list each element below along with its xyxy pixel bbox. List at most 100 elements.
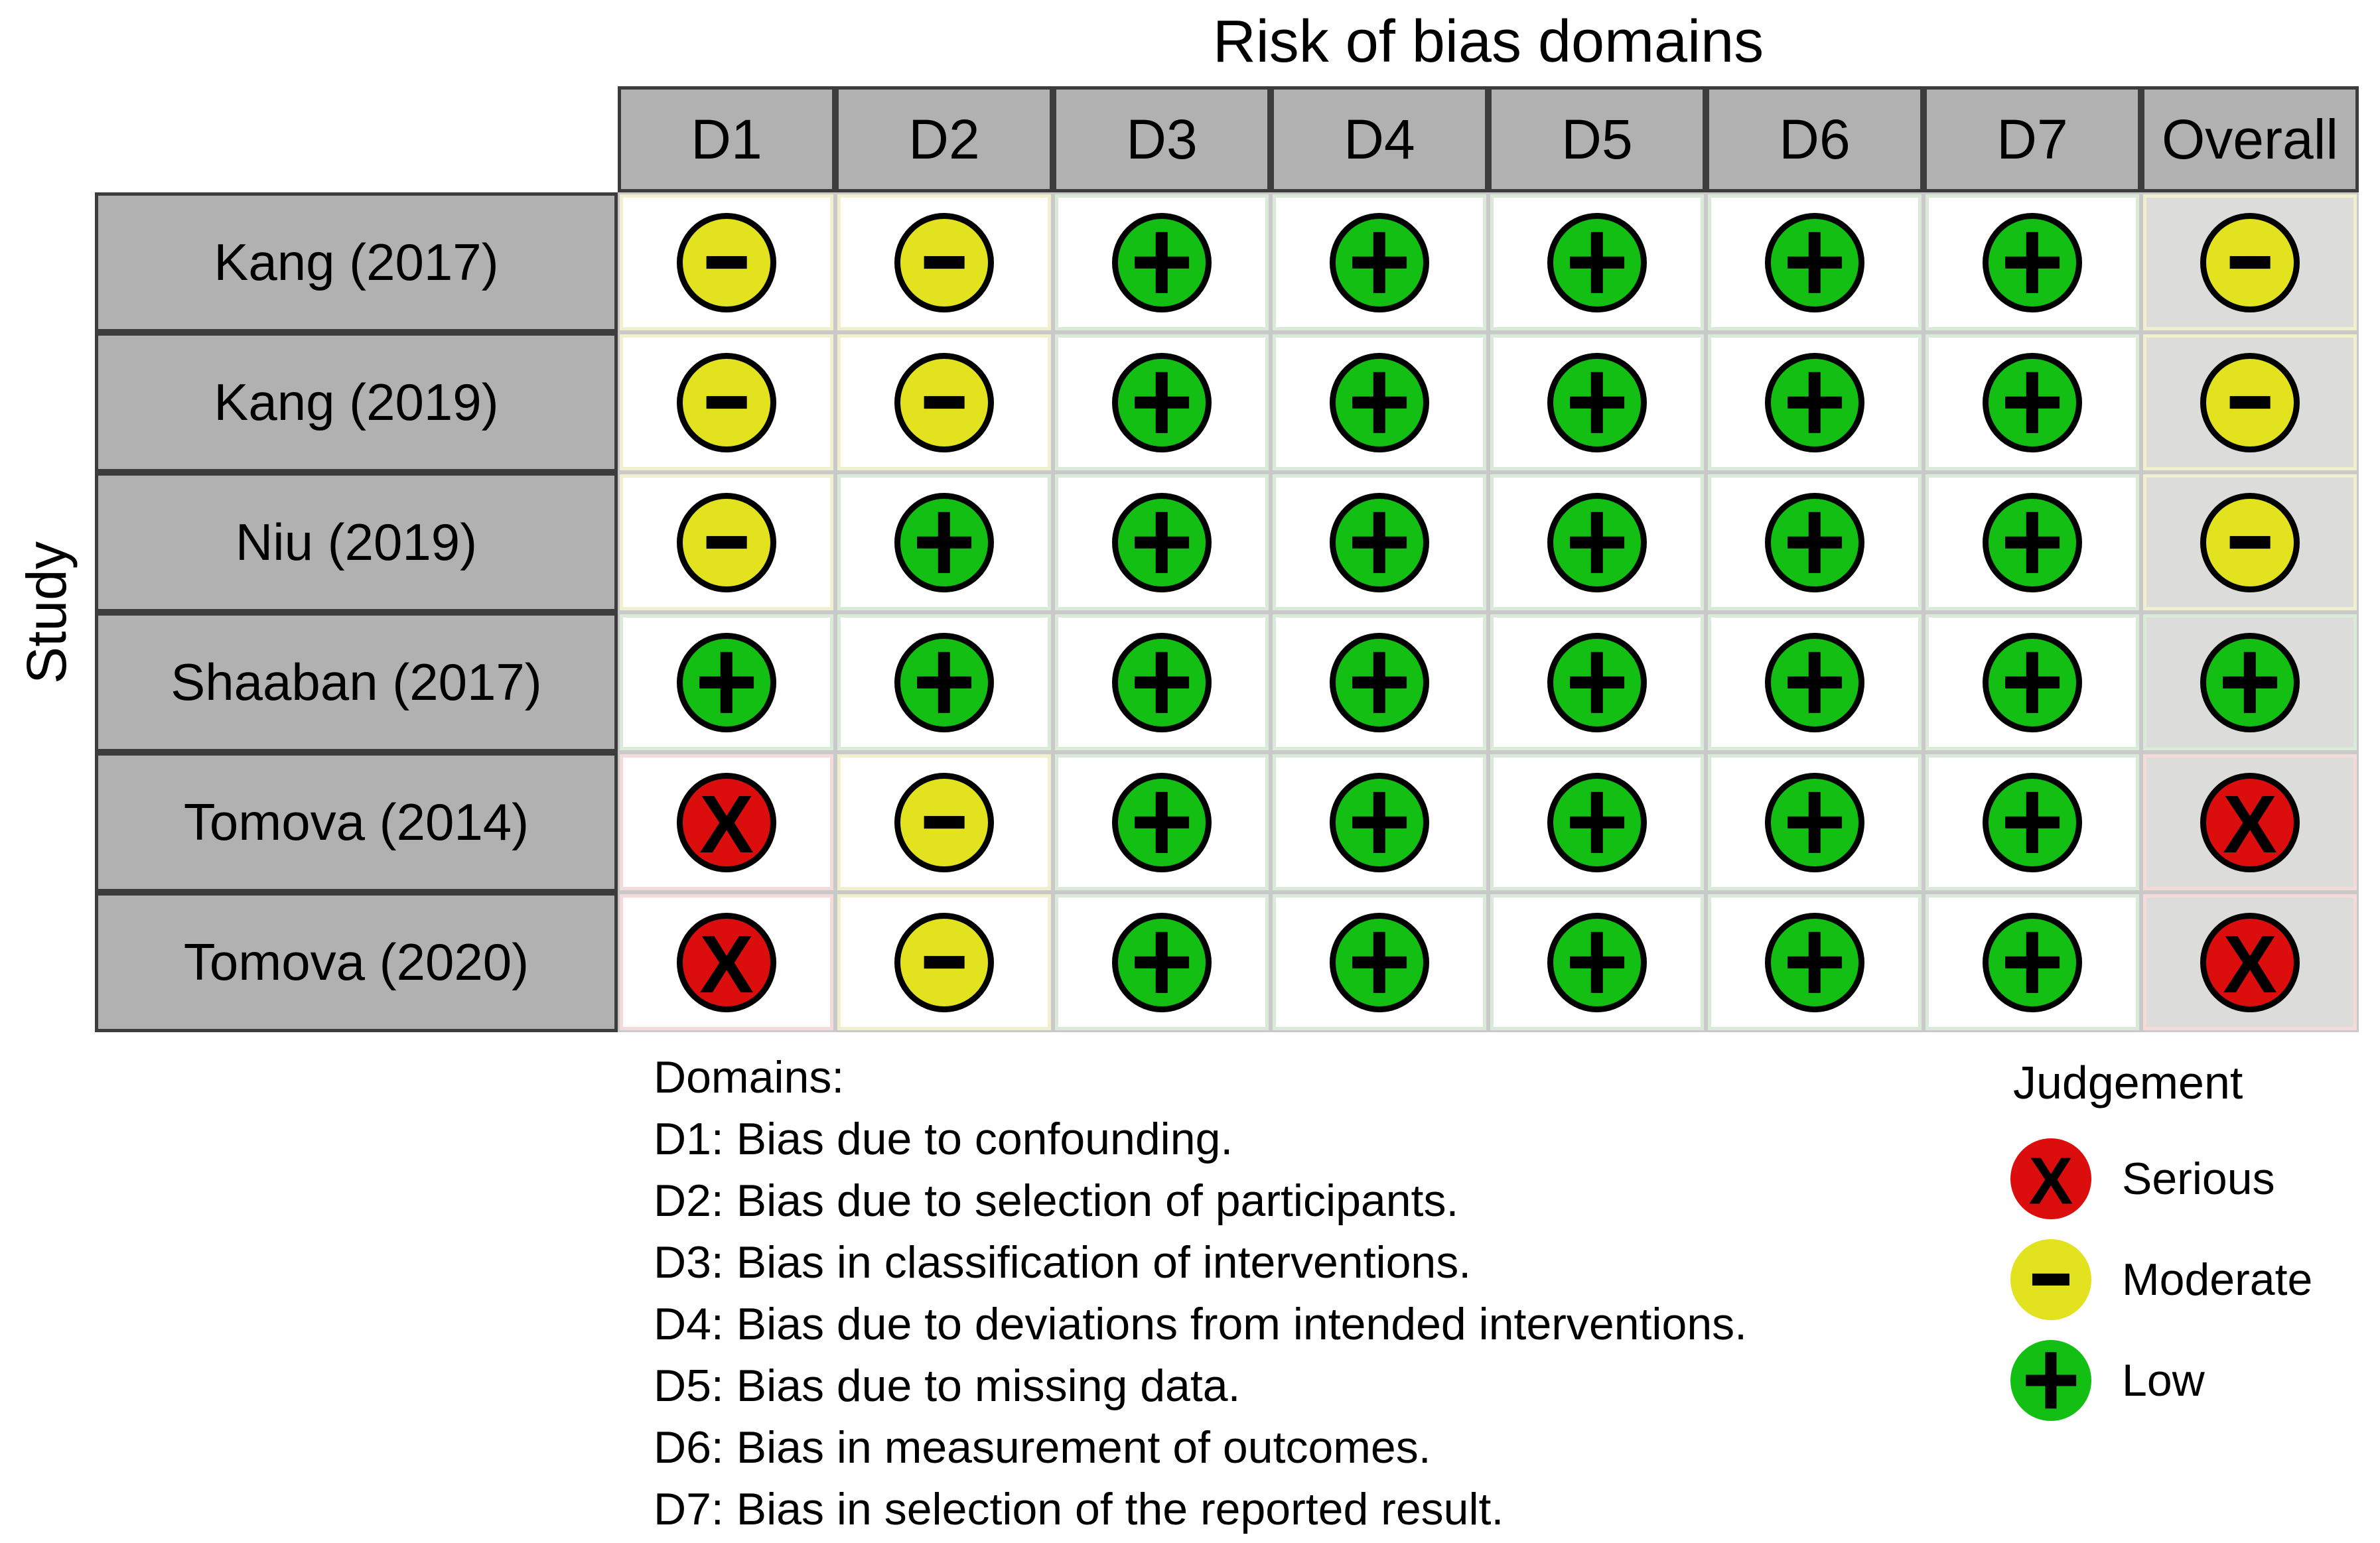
plus-icon (1989, 779, 2076, 866)
low-judgement-circle (677, 632, 776, 732)
judgement-cell: X (2141, 752, 2359, 892)
low-judgement-circle (1330, 632, 1429, 732)
plus-icon (683, 639, 770, 726)
judgement-cell (1924, 332, 2141, 472)
moderate-judgement-circle (2200, 492, 2300, 592)
judgement-cell (618, 192, 835, 332)
judgement-cell (1706, 472, 1924, 612)
plus-icon (1336, 219, 1423, 306)
judgement-cell (1053, 892, 1271, 1032)
judgement-legend-item: X Serious (2010, 1138, 2369, 1219)
corner-cell (95, 86, 618, 192)
moderate-judgement-circle (677, 352, 776, 452)
low-judgement-circle (1112, 352, 1212, 452)
moderate-judgement-circle (894, 912, 994, 1012)
judgement-cell (1706, 892, 1924, 1032)
x-icon: X (2028, 1144, 2073, 1219)
low-judgement-circle (1765, 212, 1864, 312)
judgement-cell (1271, 332, 1488, 472)
serious-judgement-circle: X (2200, 772, 2300, 872)
plus-icon (1553, 219, 1641, 306)
x-icon: X (699, 779, 754, 870)
domain-definition: D2: Bias due to selection of participant… (654, 1175, 1459, 1226)
column-header-d5: D5 (1488, 86, 1706, 192)
plus-icon (1771, 639, 1858, 726)
serious-judgement-circle: X (2010, 1138, 2091, 1219)
judgement-cell (1706, 612, 1924, 752)
moderate-judgement-circle (2200, 352, 2300, 452)
low-judgement-circle (894, 492, 994, 592)
low-judgement-circle (1112, 632, 1212, 732)
minus-icon (683, 359, 770, 446)
judgement-legend-item: Low (2010, 1340, 2369, 1421)
low-judgement-circle (1112, 212, 1212, 312)
low-judgement-circle (1330, 352, 1429, 452)
plus-icon (1771, 499, 1858, 586)
judgement-cell (1706, 752, 1924, 892)
low-judgement-circle (894, 632, 994, 732)
low-judgement-circle (1330, 772, 1429, 872)
judgement-legend-label: Moderate (2122, 1254, 2313, 1305)
judgement-cell (1488, 472, 1706, 612)
domain-definition: D5: Bias due to missing data. (654, 1361, 1241, 1411)
plus-icon (1553, 919, 1641, 1006)
domain-definition: D1: Bias due to confounding. (654, 1114, 1233, 1164)
judgement-cell (835, 192, 1053, 332)
judgement-cell: X (618, 892, 835, 1032)
low-judgement-circle (1765, 492, 1864, 592)
judgement-cell (2141, 612, 2359, 752)
low-judgement-circle (1112, 912, 1212, 1012)
minus-icon (900, 779, 988, 866)
plus-icon (1336, 359, 1423, 446)
low-judgement-circle (1983, 632, 2082, 732)
judgement-cell (1053, 472, 1271, 612)
judgement-cell (1488, 752, 1706, 892)
domain-definition: D3: Bias in classification of interventi… (654, 1237, 1472, 1288)
domain-definition: D4: Bias due to deviations from intended… (654, 1299, 1748, 1349)
low-judgement-circle (1112, 772, 1212, 872)
plus-icon (1118, 219, 1206, 306)
judgement-cell (835, 332, 1053, 472)
judgement-cell (835, 892, 1053, 1032)
moderate-judgement-circle (677, 212, 776, 312)
plus-icon (1989, 919, 2076, 1006)
minus-icon (2206, 359, 2294, 446)
judgement-cell (835, 752, 1053, 892)
moderate-judgement-circle (677, 492, 776, 592)
judgement-legend-label: Low (2122, 1355, 2205, 1406)
minus-icon (2206, 499, 2294, 586)
moderate-judgement-circle (2010, 1239, 2091, 1320)
low-judgement-circle (1983, 912, 2082, 1012)
judgement-cell (1053, 752, 1271, 892)
column-header-d7: D7 (1924, 86, 2141, 192)
low-judgement-circle (1112, 492, 1212, 592)
judgement-legend: Judgement X Serious Moderate Low (2010, 1056, 2369, 1441)
plus-icon (1336, 499, 1423, 586)
row-label: Kang (2019) (95, 332, 618, 472)
plus-icon (1553, 639, 1641, 726)
plus-icon (1771, 919, 1858, 1006)
judgement-cell (618, 472, 835, 612)
figure-title: Risk of bias domains (1212, 9, 1764, 75)
judgement-cell (1271, 472, 1488, 612)
moderate-judgement-circle (894, 772, 994, 872)
column-header-d3: D3 (1053, 86, 1271, 192)
plus-icon (1989, 499, 2076, 586)
column-header-d4: D4 (1271, 86, 1488, 192)
domain-definition: D6: Bias in measurement of outcomes. (654, 1422, 1431, 1473)
judgement-cell (1924, 612, 2141, 752)
judgement-cell (618, 332, 835, 472)
row-label: Tomova (2014) (95, 752, 618, 892)
low-judgement-circle (1765, 352, 1864, 452)
judgement-cell: X (2141, 892, 2359, 1032)
judgement-cell (1053, 192, 1271, 332)
judgement-cell (835, 612, 1053, 752)
judgement-legend-heading: Judgement (2013, 1057, 2243, 1108)
judgement-cell (1706, 192, 1924, 332)
x-icon: X (699, 919, 754, 1010)
plus-icon (1118, 919, 1206, 1006)
plus-icon (1771, 359, 1858, 446)
serious-judgement-circle: X (677, 912, 776, 1012)
judgement-cell (1924, 472, 2141, 612)
low-judgement-circle (1983, 352, 2082, 452)
